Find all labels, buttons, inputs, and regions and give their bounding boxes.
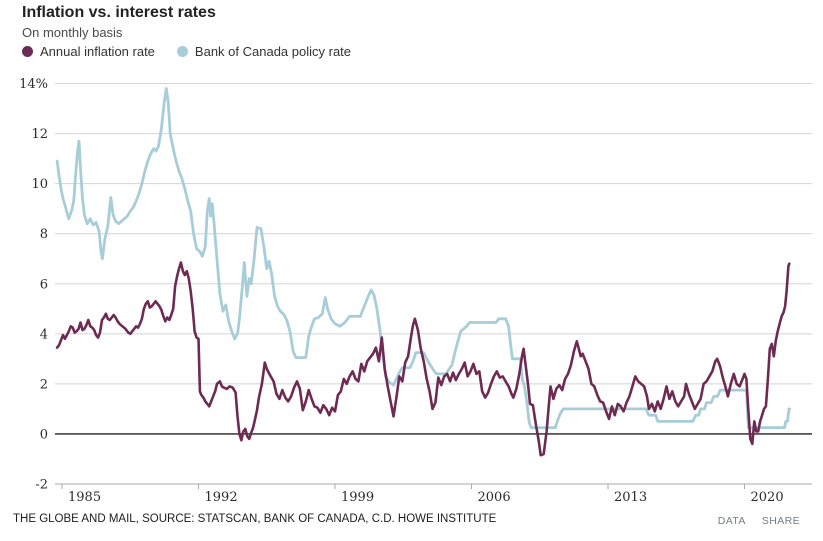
legend-label-inflation: Annual inflation rate	[40, 44, 155, 59]
legend-label-policy-rate: Bank of Canada policy rate	[194, 44, 352, 59]
y-axis-tick-label: 12	[31, 127, 48, 142]
legend-item-policy-rate: Bank of Canada policy rate	[176, 44, 352, 59]
y-axis-tick-label: 14%	[19, 77, 48, 92]
chart-subtitle: On monthly basis	[22, 25, 123, 40]
x-axis-tick-label: 2006	[478, 490, 511, 505]
footer-links: DATA SHARE	[718, 515, 800, 527]
legend-item-inflation: Annual inflation rate	[22, 44, 155, 59]
x-axis-tick-label: 2020	[751, 490, 784, 505]
data-link[interactable]: DATA	[717, 515, 746, 527]
inflation-series-swatch-icon	[22, 46, 33, 57]
x-axis-tick-label: 1992	[205, 490, 238, 505]
source-attribution: THE GLOBE AND MAIL, SOURCE: STATSCAN, BA…	[13, 513, 497, 525]
inflation-line	[55, 261, 791, 457]
y-axis-tick-label: -2	[35, 478, 48, 493]
share-link[interactable]: SHARE	[761, 515, 800, 527]
x-axis-tick-label: 1985	[68, 490, 101, 505]
y-axis-tick-label: 10	[31, 177, 48, 192]
x-axis-tick-label: 2013	[614, 490, 647, 505]
y-axis-tick-label: 4	[40, 327, 48, 342]
policy-rate-series-swatch-icon	[176, 46, 188, 57]
chart-legend: Annual inflation rate Bank of Canada pol…	[22, 44, 351, 59]
policy-rate-line	[55, 87, 792, 430]
x-axis-tick-label: 1999	[341, 490, 374, 505]
y-axis-tick-label: 0	[40, 427, 48, 442]
y-axis-tick-label: 6	[40, 277, 48, 292]
y-axis-tick-label: 2	[40, 377, 48, 392]
page-title: Inflation vs. interest rates	[22, 4, 216, 21]
y-axis-tick-label: 8	[40, 227, 48, 242]
